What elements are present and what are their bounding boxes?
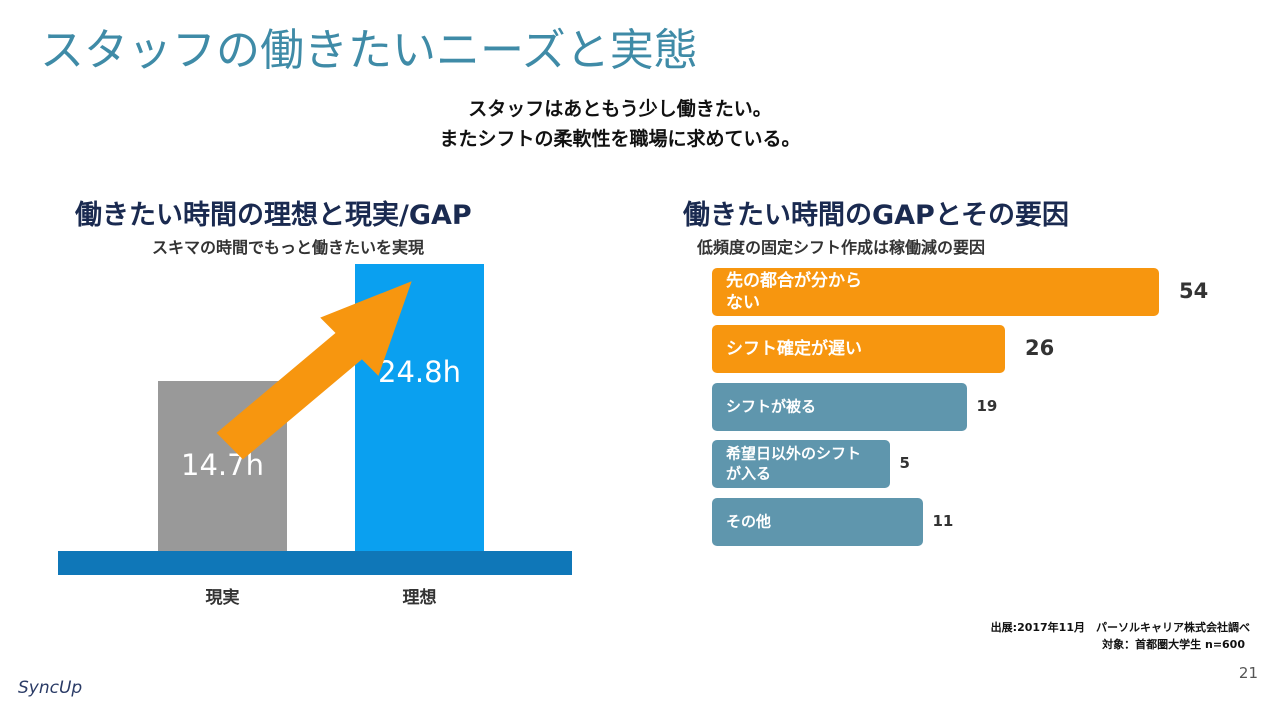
bar: [712, 325, 1005, 373]
logo: SyncUp: [18, 678, 83, 698]
message-line: スタッフはあともう少し働きたい。: [468, 98, 772, 120]
value-label: 5: [899, 454, 910, 472]
slide-title: スタッフの働きたいニーズと実態: [40, 25, 698, 76]
category-label: 先の都合が分からない: [726, 270, 862, 313]
value-label: 54: [1179, 279, 1209, 303]
value-label: 24.8h: [378, 355, 461, 390]
source-note: 出展:2017年11月 パーソルキャリア株式会社調べ: [990, 621, 1250, 634]
category-label: 理想: [402, 588, 437, 608]
category-label: 現実: [205, 588, 240, 608]
chart-subtitle: スキマの時間でもっと働きたいを実現: [152, 238, 425, 257]
category-label: その他: [726, 512, 772, 531]
value-label: 26: [1025, 336, 1055, 360]
bar: [355, 264, 484, 551]
bar: [712, 268, 1159, 316]
category-label: 希望日以外のシフトが入る: [726, 444, 862, 483]
baseline-band: [58, 551, 572, 575]
category-label: シフトが被る: [726, 397, 817, 416]
bar: [712, 440, 890, 488]
chart-title: 働きたい時間の理想と現実/GAP: [75, 200, 472, 231]
chart-subtitle: 低頻度の固定シフト作成は稼働減の要因: [697, 238, 986, 257]
value-label: 14.7h: [181, 447, 264, 482]
page-number: 21: [1238, 664, 1258, 682]
category-label: シフト確定が遅い: [726, 338, 862, 359]
chart-title: 働きたい時間のGAPとその要因: [683, 200, 1070, 231]
bar: [712, 383, 967, 431]
bar: [712, 498, 923, 546]
message-line: またシフトの柔軟性を職場に求めている。: [439, 128, 801, 150]
value-label: 11: [932, 512, 954, 530]
target-note: 対象：首都圏大学生 n=600: [1102, 638, 1245, 651]
value-label: 19: [976, 397, 998, 415]
